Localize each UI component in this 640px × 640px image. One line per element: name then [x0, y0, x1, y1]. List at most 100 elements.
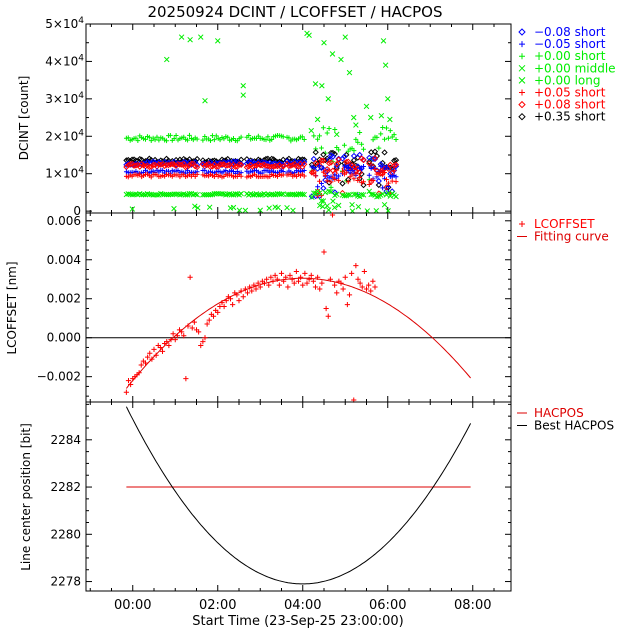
lcoffset-point	[300, 282, 306, 288]
dcint-point	[351, 176, 357, 182]
y-tick-label: 0.004	[47, 253, 81, 267]
lcoffset-point	[272, 272, 278, 278]
dcint-outlier	[346, 69, 353, 76]
dcint-point	[257, 207, 264, 214]
dcint-point	[206, 204, 213, 210]
dcint-point	[194, 171, 200, 177]
lcoffset-point	[247, 284, 253, 290]
legend-label: +0.00 long	[534, 73, 601, 87]
dcint-point	[167, 133, 173, 138]
lcoffset-point	[183, 376, 189, 382]
dcint-point	[318, 157, 325, 164]
lcoffset-point	[191, 319, 197, 325]
dcint-point	[315, 184, 321, 190]
dcint-point	[320, 198, 327, 204]
dcint-point	[232, 163, 239, 170]
dcint-point	[389, 178, 395, 184]
dcint-point	[195, 205, 201, 211]
lcoffset-point	[257, 284, 263, 290]
lcoffset-point	[281, 278, 287, 284]
hacpos-x-ticks	[89, 402, 495, 591]
dcint-point	[278, 191, 285, 198]
dcint-legend: −0.08 short−0.05 short+0.00 short+0.00 m…	[518, 25, 616, 124]
dcint-point	[375, 181, 382, 189]
dcint-point	[301, 137, 307, 142]
lcoffset-point	[332, 282, 338, 288]
dcint-marks	[123, 30, 400, 214]
dcint-point	[315, 136, 321, 142]
lcoffset-point	[359, 284, 365, 290]
dcint-outlier	[187, 36, 193, 43]
lcoffset-point	[293, 268, 299, 275]
dcint-point	[324, 130, 330, 136]
dcint-point	[385, 208, 391, 214]
lcoffset-point	[187, 274, 193, 280]
dcint-point	[326, 167, 332, 173]
dcint-point	[372, 166, 378, 172]
dcint-point	[316, 202, 323, 209]
x-tick-label: 06:00	[369, 598, 406, 613]
dcint-point	[262, 155, 270, 163]
dcint-point	[246, 133, 252, 138]
lcoffset-point	[128, 381, 134, 388]
dcint-point	[332, 177, 338, 182]
dcint-outlier	[308, 127, 315, 134]
dcint-point	[157, 161, 164, 168]
dcint-point	[380, 185, 386, 191]
lcoffset-point	[125, 377, 132, 384]
dcint-point	[333, 191, 340, 197]
dcint-point	[378, 131, 384, 137]
x-tick-label: 04:00	[284, 598, 321, 613]
dcint-point	[265, 134, 271, 140]
hacpos-panel: 2278 2280 2282 2284 Line center position [b…	[19, 401, 512, 592]
dcint-outlier	[367, 114, 374, 121]
dcint-point	[275, 204, 281, 211]
dcint-point	[326, 188, 332, 195]
lcoffset-point	[145, 354, 151, 360]
y-tick-label: 0.002	[47, 292, 81, 306]
dcint-point	[342, 142, 347, 148]
dcint-point	[361, 146, 366, 152]
dcint-point	[350, 157, 358, 164]
lcoffset-point	[166, 342, 172, 349]
dcint-y-ticks: 0 1×104 2×104 3×104 4×104 5×104	[45, 16, 511, 218]
dcint-point	[393, 137, 399, 142]
dcint-point	[327, 159, 335, 166]
dcint-point	[351, 148, 357, 153]
lcoffset-point	[251, 282, 257, 288]
dcint-point	[385, 135, 391, 141]
lcoffset-point	[308, 272, 314, 278]
dcint-point	[269, 137, 275, 142]
dcint-point	[325, 207, 332, 213]
lcoffset-point	[306, 276, 312, 282]
dcint-point	[336, 173, 342, 179]
dcint-point	[284, 204, 290, 211]
x-tick-labels: 00:00 02:00 04:00 06:00 08:00	[114, 598, 491, 613]
lcoffset-point	[317, 286, 323, 292]
lcoffset-point	[159, 348, 166, 354]
dcint-point	[320, 169, 326, 175]
dcint-point	[341, 153, 348, 160]
lcoffset-point	[357, 280, 363, 286]
dcint-outlier	[214, 38, 221, 44]
dcint-point	[238, 160, 245, 168]
dcint-point	[301, 158, 308, 166]
dcint-point	[375, 177, 382, 185]
lcoffset-point	[223, 298, 229, 304]
dcint-outlier	[329, 51, 336, 57]
dcint-point	[387, 193, 394, 199]
dcint-point	[343, 158, 350, 166]
lcoffset-point	[327, 276, 333, 282]
dcint-point	[268, 155, 275, 162]
lcoffset-point	[302, 270, 308, 277]
dcint-point	[381, 149, 388, 156]
legend-label: +0.08 short	[534, 98, 606, 112]
lcoffset-point	[210, 313, 217, 319]
lcoffset-point	[170, 331, 176, 337]
lcoffset-point	[268, 274, 274, 280]
dcint-point	[223, 168, 229, 173]
dcint-point	[280, 163, 287, 170]
dcint-point	[238, 161, 245, 168]
dcint-point	[371, 155, 379, 162]
